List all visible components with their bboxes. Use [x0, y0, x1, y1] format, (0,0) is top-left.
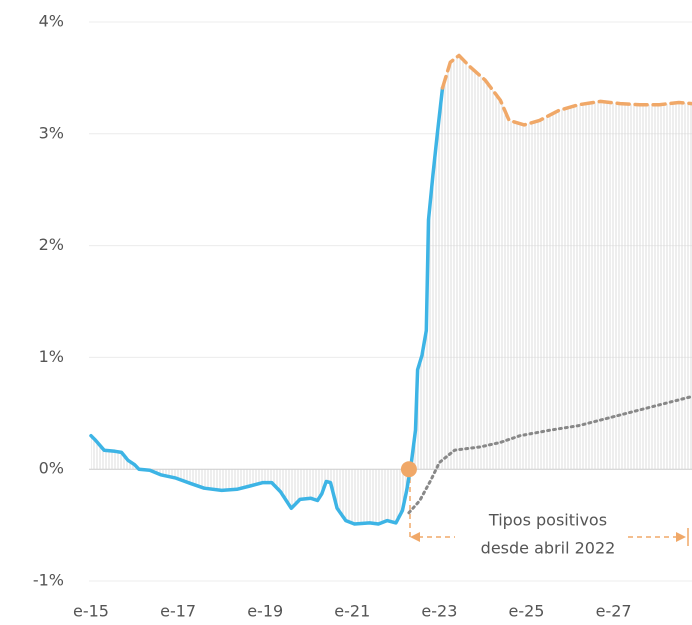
y-tick-label: -1% — [33, 571, 64, 590]
annotation-line: desde abril 2022 — [481, 539, 616, 558]
y-tick-label: 3% — [39, 123, 64, 142]
x-tick-label: e-17 — [160, 602, 196, 621]
line-dotted — [407, 395, 692, 515]
x-tick-label: e-15 — [73, 602, 109, 621]
x-tick-label: e-19 — [247, 602, 283, 621]
hatch-area — [91, 88, 443, 524]
y-tick-label: 2% — [39, 235, 64, 254]
annotation: Tipos positivos desde abril 2022 — [409, 469, 689, 558]
hatch-area — [442, 55, 692, 470]
y-tick-label: 4% — [39, 12, 64, 31]
x-tick-label: e-27 — [596, 602, 632, 621]
x-tick-label: e-23 — [421, 602, 457, 621]
marker-dot — [400, 461, 417, 478]
line-dashed — [440, 53, 692, 127]
x-tick-label: e-25 — [509, 602, 545, 621]
arrow-head — [676, 532, 686, 542]
x-tick-label: e-21 — [334, 602, 370, 621]
y-tick-label: 0% — [39, 459, 64, 478]
arrow-head — [410, 532, 420, 542]
line-solid — [89, 86, 445, 526]
annotation-line: Tipos positivos — [488, 511, 607, 530]
y-tick-label: 1% — [39, 347, 64, 366]
